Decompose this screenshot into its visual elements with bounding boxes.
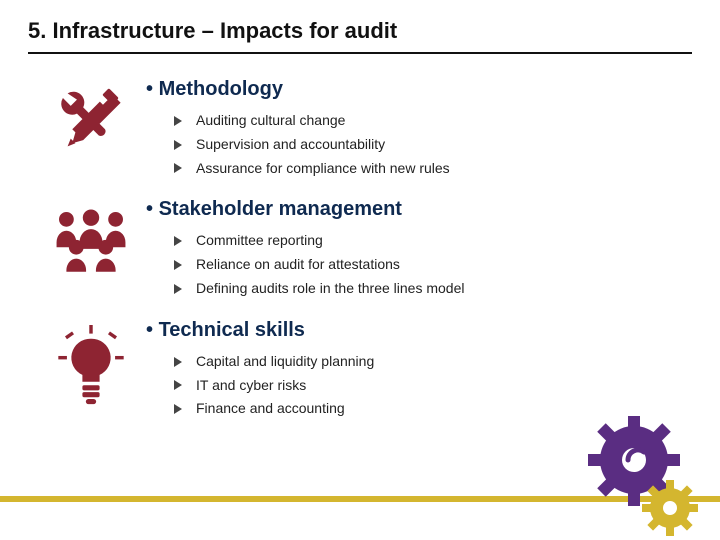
gear-logo — [572, 416, 702, 536]
list-item: Auditing cultural change — [174, 109, 692, 133]
list-item: Defining audits role in the three lines … — [174, 277, 692, 301]
item-text: Capital and liquidity planning — [196, 350, 374, 374]
sections-list: • Methodology Auditing cultural change S… — [36, 78, 692, 421]
triangle-bullet-icon — [174, 404, 182, 414]
list-item: Capital and liquidity planning — [174, 350, 692, 374]
triangle-bullet-icon — [174, 357, 182, 367]
list-item: Supervision and accountability — [174, 133, 692, 157]
item-text: Reliance on audit for attestations — [196, 253, 400, 277]
content-column: • Methodology Auditing cultural change S… — [146, 78, 692, 180]
triangle-bullet-icon — [174, 236, 182, 246]
lightbulb-icon — [55, 325, 127, 411]
triangle-bullet-icon — [174, 284, 182, 294]
slide-title: 5. Infrastructure – Impacts for audit — [28, 18, 692, 44]
slide-container: 5. Infrastructure – Impacts for audit — [0, 0, 720, 540]
tools-icon — [52, 84, 130, 162]
people-icon — [50, 204, 132, 274]
list-item: IT and cyber risks — [174, 374, 692, 398]
item-text: Defining audits role in the three lines … — [196, 277, 465, 301]
triangle-bullet-icon — [174, 380, 182, 390]
section-heading: • Technical skills — [146, 319, 692, 342]
triangle-bullet-icon — [174, 116, 182, 126]
item-text: Committee reporting — [196, 229, 323, 253]
heading-text: Stakeholder management — [159, 198, 402, 220]
item-text: Assurance for compliance with new rules — [196, 157, 450, 181]
title-underline: 5. Infrastructure – Impacts for audit — [28, 18, 692, 54]
list-item: Assurance for compliance with new rules — [174, 157, 692, 181]
icon-column — [36, 78, 146, 162]
heading-text: Technical skills — [159, 319, 305, 341]
list-item: Committee reporting — [174, 229, 692, 253]
section-heading: • Stakeholder management — [146, 198, 692, 221]
item-text: IT and cyber risks — [196, 374, 306, 398]
icon-column — [36, 319, 146, 411]
triangle-bullet-icon — [174, 163, 182, 173]
section-heading: • Methodology — [146, 78, 692, 101]
item-text: Finance and accounting — [196, 397, 345, 421]
icon-column — [36, 198, 146, 274]
gears-icon — [572, 416, 702, 536]
section-stakeholder: • Stakeholder management Committee repor… — [36, 198, 692, 300]
list-item: Reliance on audit for attestations — [174, 253, 692, 277]
content-column: • Technical skills Capital and liquidity… — [146, 319, 692, 421]
heading-text: Methodology — [159, 78, 283, 100]
triangle-bullet-icon — [174, 140, 182, 150]
section-methodology: • Methodology Auditing cultural change S… — [36, 78, 692, 180]
content-column: • Stakeholder management Committee repor… — [146, 198, 692, 300]
item-text: Supervision and accountability — [196, 133, 385, 157]
section-technical: • Technical skills Capital and liquidity… — [36, 319, 692, 421]
item-text: Auditing cultural change — [196, 109, 345, 133]
triangle-bullet-icon — [174, 260, 182, 270]
